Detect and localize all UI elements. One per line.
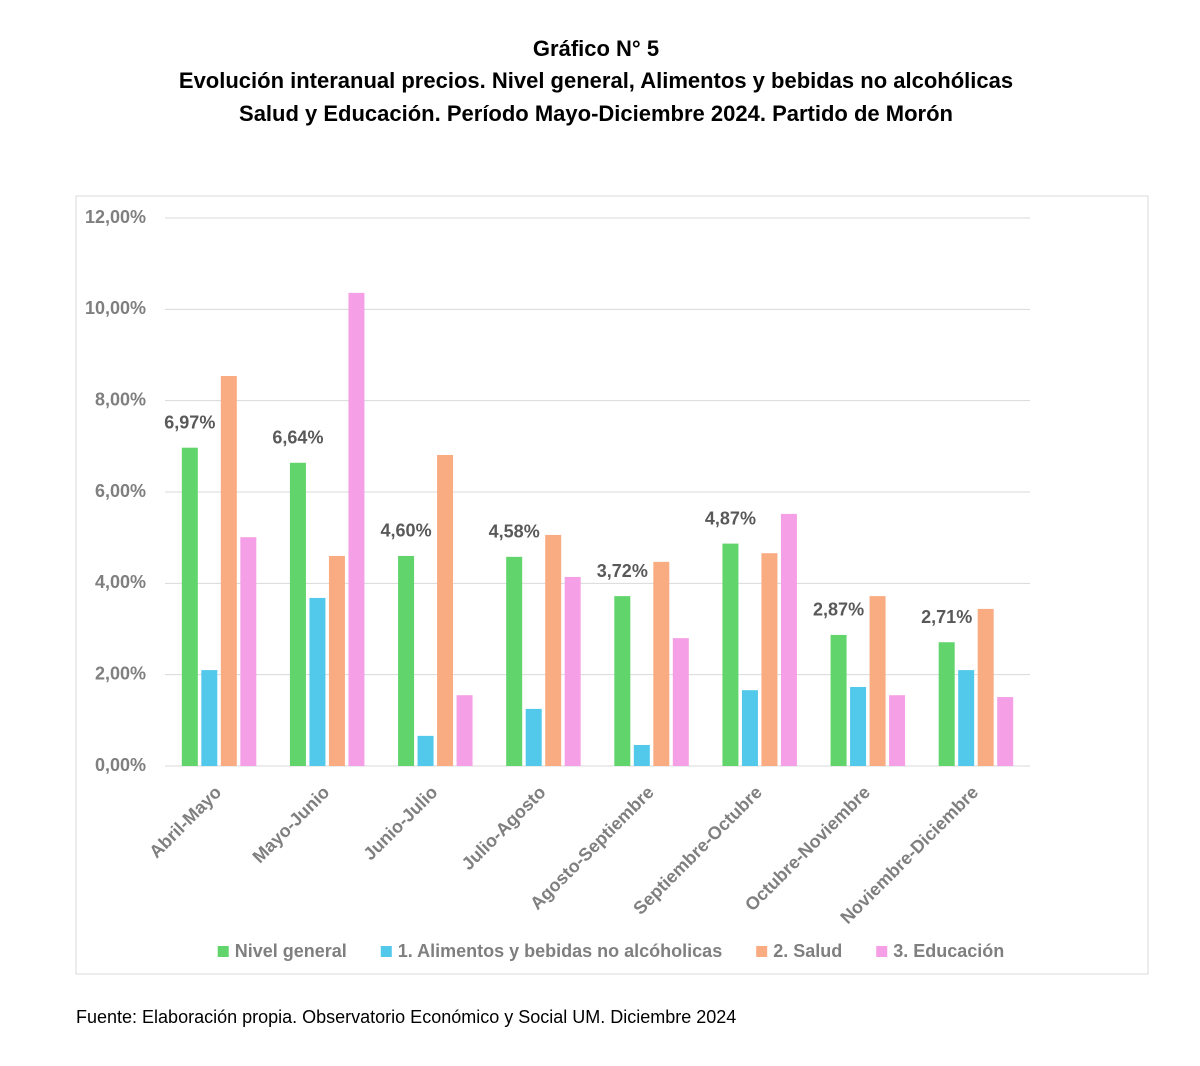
chart-subtitle: Salud y Educación. Período Mayo-Diciembr…	[239, 101, 953, 126]
bar	[741, 690, 758, 766]
data-label: 3,72%	[597, 561, 648, 581]
bar	[997, 697, 1014, 766]
bar	[672, 638, 689, 766]
bar	[181, 447, 198, 766]
data-label: 2,87%	[813, 600, 864, 620]
bar	[398, 555, 415, 766]
bar	[564, 576, 581, 766]
bar	[220, 376, 237, 766]
data-label: 6,97%	[164, 412, 215, 432]
bar	[633, 744, 650, 766]
bar	[289, 462, 306, 766]
source-note: Fuente: Elaboración propia. Observatorio…	[76, 1007, 736, 1027]
bar	[614, 596, 631, 766]
chart-frame	[75, 195, 1149, 975]
y-tick-label: 10,00%	[85, 298, 146, 318]
bar	[977, 608, 994, 766]
data-label: 6,64%	[272, 428, 323, 448]
legend-swatch	[756, 946, 768, 957]
bar	[830, 634, 847, 766]
y-tick-label: 4,00%	[95, 572, 146, 592]
bar	[780, 513, 797, 766]
legend-label: 3. Educación	[893, 941, 1004, 961]
y-tick-label: 12,00%	[85, 207, 146, 227]
bar	[328, 555, 345, 766]
bar	[348, 292, 365, 766]
y-tick-label: 6,00%	[95, 481, 146, 501]
bar	[417, 735, 434, 766]
bar	[545, 534, 562, 766]
bar	[958, 670, 975, 766]
bar	[889, 695, 906, 766]
y-tick-label: 8,00%	[95, 389, 146, 409]
bar	[850, 686, 867, 766]
bar	[653, 561, 670, 766]
bar	[761, 553, 778, 766]
legend-swatch	[217, 946, 229, 957]
legend-swatch	[876, 946, 888, 957]
bar	[722, 543, 739, 766]
chart-subtitle: Evolución interanual precios. Nivel gene…	[179, 68, 1013, 93]
bar	[938, 642, 955, 766]
legend-label: 1. Alimentos y bebidas no alcóholicas	[398, 941, 722, 961]
legend-label: Nivel general	[235, 941, 347, 961]
legend-swatch	[380, 946, 392, 957]
bar	[437, 455, 454, 766]
y-tick-label: 2,00%	[95, 663, 146, 683]
bar	[309, 597, 326, 766]
data-label: 4,87%	[705, 508, 756, 528]
y-tick-label: 0,00%	[95, 755, 146, 775]
chart-title: Gráfico N° 5	[533, 36, 659, 61]
bar	[869, 596, 886, 766]
bar	[456, 695, 473, 766]
data-label: 4,60%	[381, 521, 432, 541]
data-label: 2,71%	[921, 607, 972, 627]
legend-label: 2. Salud	[773, 941, 842, 961]
bar	[240, 537, 257, 766]
bar	[201, 670, 218, 766]
data-label: 4,58%	[489, 522, 540, 542]
bar	[506, 556, 523, 766]
bar	[525, 708, 542, 766]
